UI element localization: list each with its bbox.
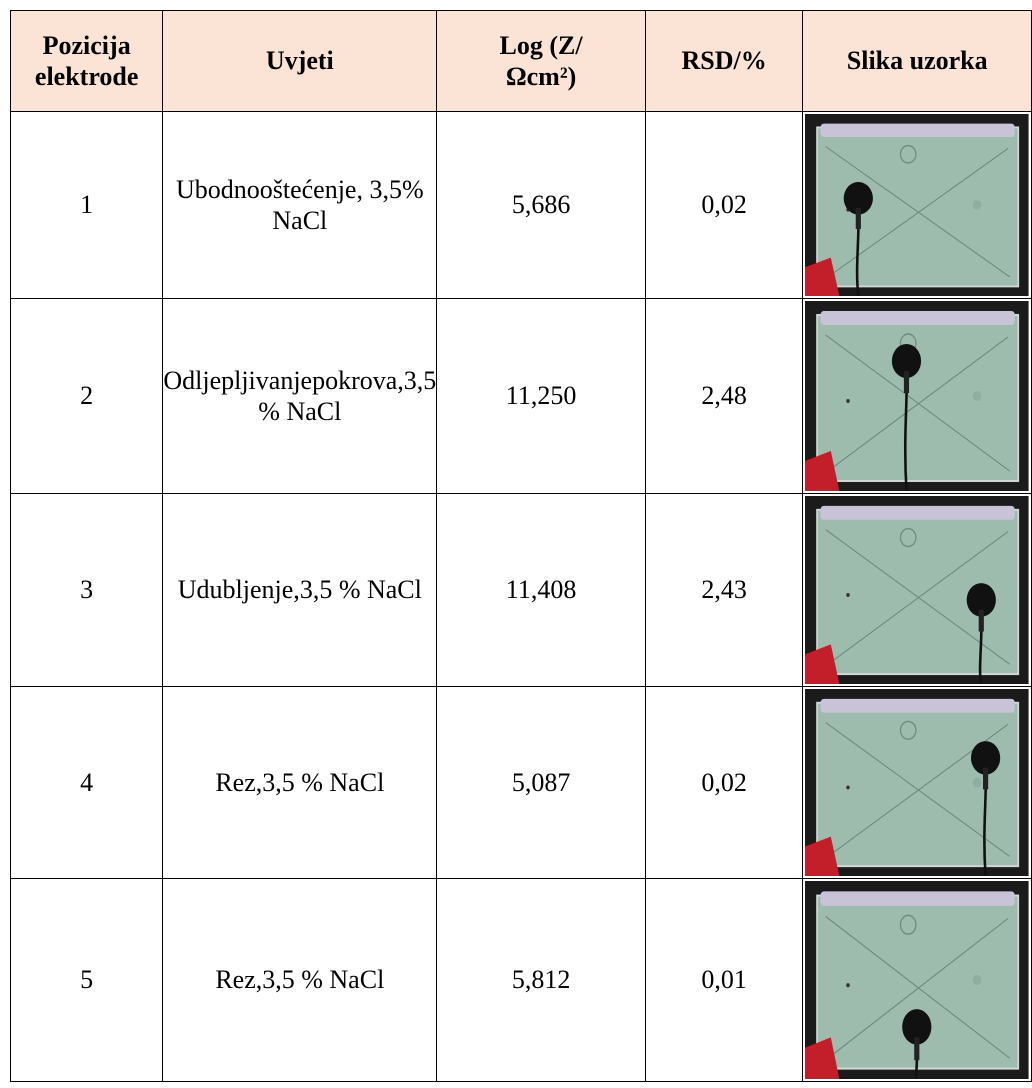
- position-cell: 2: [9, 298, 164, 494]
- image-cell: [802, 493, 1032, 687]
- line: pokrova,: [312, 365, 404, 395]
- header-cell: Log (Z/Ωcm²): [436, 10, 646, 112]
- header-cell: Slika uzorka: [802, 10, 1032, 112]
- line: Odljepljivanje: [163, 365, 313, 395]
- table-row: 1 Ubodnooštećenje, 3,5% NaCl 5,686 0,02: [9, 111, 1032, 299]
- line: Ubodno: [175, 174, 260, 204]
- line: 3,5 % NaCl: [299, 575, 422, 605]
- rsd-cell: 0,01: [644, 878, 804, 1082]
- line: Udubljenje,: [177, 575, 300, 605]
- position-cell: 4: [9, 686, 164, 879]
- results-table: Pozicija elektrode Uvjeti Log (Z/Ωcm²) RSD/…: [9, 10, 1032, 1082]
- image-cell: [802, 111, 1032, 299]
- log-z-cell: 11,250: [436, 298, 646, 494]
- log-z-cell: 5,087: [436, 686, 646, 879]
- log-z-cell: 5,812: [436, 878, 646, 1082]
- conditions-cell: Udubljenje,3,5 % NaCl: [162, 493, 438, 687]
- rsd-cell: 2,48: [644, 298, 804, 494]
- line: % NaCl: [272, 174, 424, 235]
- position-cell: 3: [9, 493, 164, 687]
- rsd-cell: 0,02: [644, 686, 804, 879]
- table-row: 2 Odljepljivanjepokrova,3,5 % NaCl 11,250 2…: [9, 298, 1032, 494]
- header-cell: Pozicija elektrode: [9, 10, 164, 112]
- conditions-cell: Rez,3,5 % NaCl: [162, 686, 438, 879]
- image-cell: [802, 686, 1032, 879]
- line: 3,5 % NaCl: [262, 767, 385, 797]
- position-cell: 5: [9, 878, 164, 1082]
- table-row: 4 Rez,3,5 % NaCl 5,087 0,02: [9, 686, 1032, 879]
- sample-photo: [805, 881, 1029, 1079]
- sample-photo: [805, 689, 1029, 876]
- line: 3,5 % NaCl: [262, 965, 385, 995]
- rsd-cell: 2,43: [644, 493, 804, 687]
- header-text: RSD/%: [681, 46, 767, 76]
- sample-photo: [805, 496, 1029, 684]
- log-z-cell: 5,686: [436, 111, 646, 299]
- log-z-cell: 11,408: [436, 493, 646, 687]
- header-cell: Uvjeti: [162, 10, 438, 112]
- header-text: Pozicija elektrode: [34, 30, 139, 91]
- header-text: Slika uzorka: [846, 46, 988, 76]
- header-text: Uvjeti: [265, 46, 334, 76]
- conditions-cell: Odljepljivanjepokrova,3,5 % NaCl: [162, 298, 438, 494]
- header-text: Log (Z/Ωcm²): [499, 30, 583, 91]
- image-cell: [802, 298, 1032, 494]
- sample-photo: [805, 114, 1029, 296]
- line: oštećenje, 3,5: [259, 174, 402, 204]
- rsd-cell: 0,02: [644, 111, 804, 299]
- conditions-cell: Rez,3,5 % NaCl: [162, 878, 438, 1082]
- table-row: 5 Rez,3,5 % NaCl 5,812 0,01: [9, 878, 1032, 1082]
- line: Rez,: [215, 965, 263, 995]
- table-row: 3 Udubljenje,3,5 % NaCl 11,408 2,43: [9, 493, 1032, 687]
- conditions-cell: Ubodnooštećenje, 3,5% NaCl: [162, 111, 438, 299]
- line: Rez,: [215, 767, 263, 797]
- sample-photo: [805, 301, 1029, 491]
- header-row: Pozicija elektrode Uvjeti Log (Z/Ωcm²) RSD/…: [9, 10, 1032, 112]
- line: 3,5 % NaCl: [258, 365, 437, 426]
- position-cell: 1: [9, 111, 164, 299]
- image-cell: [802, 878, 1032, 1082]
- header-cell: RSD/%: [644, 10, 804, 112]
